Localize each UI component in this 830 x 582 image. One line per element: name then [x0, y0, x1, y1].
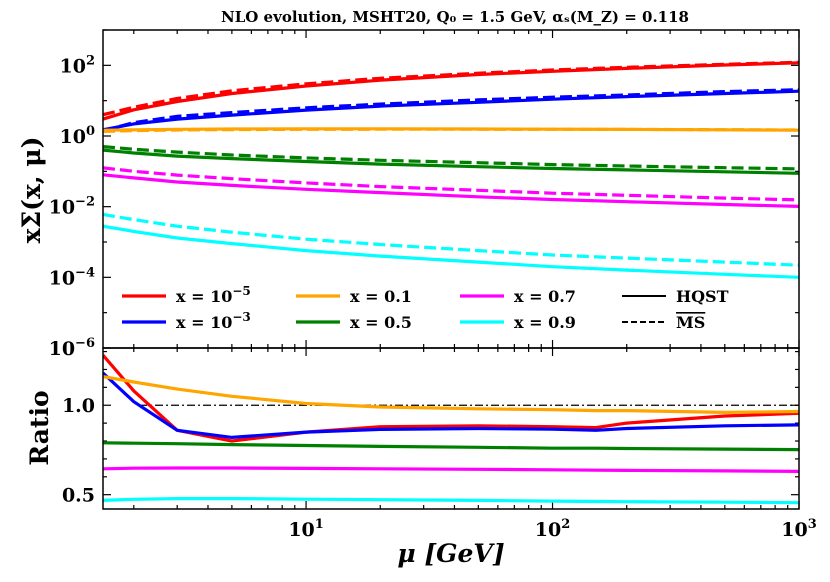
- legend: x = 10−5 x = 10−3 x = 0.1 x = 0.5 x = 0.7 x =…: [122, 284, 729, 332]
- legend-label: HQST: [676, 287, 729, 306]
- legend-label: x = 0.5: [350, 313, 412, 332]
- x-tick-label: 101: [288, 517, 324, 541]
- chart-title: NLO evolution, MSHT20, Q₀ = 1.5 GeV, αₛ(…: [221, 8, 689, 26]
- top-series-line-x-0-5-msbar: [103, 145, 799, 171]
- bottom-series-line-x-0-9: [103, 497, 799, 505]
- bottom-series-line-x-10-3: [103, 371, 799, 439]
- bottom-series-line-x-0-1: [103, 375, 799, 414]
- top-y-tick-label: 10−6: [49, 336, 95, 360]
- top-series-line-x-0-9-hqst: [103, 224, 799, 279]
- bottom-y-tick-labels: 0.5 1.0: [62, 395, 95, 506]
- legend-label: x = 0.1: [350, 287, 412, 306]
- top-series-line-x-10-3-hqst: [103, 89, 799, 132]
- bottom-y-axis-label: Ratio: [25, 390, 54, 465]
- top-series-line-x-10-5-hqst: [103, 61, 799, 121]
- top-y-tick-label: 102: [60, 53, 96, 77]
- x-tick-label: 103: [781, 517, 817, 541]
- legend-label: x = 0.9: [514, 313, 576, 332]
- top-series-line-x-0-7-hqst: [103, 173, 799, 208]
- top-series-line-x-10-5-msbar: [103, 60, 799, 117]
- top-series-line-x-0-9-msbar: [103, 212, 799, 267]
- top-series-line-x-0-7-msbar: [103, 166, 799, 202]
- legend-label: x = 10−5: [176, 284, 251, 306]
- top-series-line-x-0-1-msbar: [103, 127, 799, 133]
- top-y-tick-label: 10−2: [49, 195, 95, 219]
- bottom-y-tick-label: 0.5: [62, 485, 95, 507]
- bottom-panel-frame: [102, 347, 800, 510]
- top-y-tick-label: 100: [60, 124, 96, 148]
- legend-label: x = 10−3: [176, 310, 251, 332]
- bottom-series-line-x-0-5: [103, 441, 799, 452]
- x-axis-label: μ [GeV]: [397, 539, 504, 568]
- top-panel-series: [103, 60, 799, 279]
- x-tick-label: 102: [535, 517, 571, 541]
- x-tick-labels: 101 102 103: [288, 517, 816, 541]
- top-y-tick-labels: 10−6 10−4 10−2 100 102: [49, 53, 95, 360]
- bottom-series-line-x-0-7: [103, 466, 799, 473]
- bottom-y-tick-label: 1.0: [62, 395, 95, 417]
- legend-label: MS: [676, 313, 705, 332]
- top-y-axis-label: xΣ(x, μ): [17, 137, 46, 244]
- legend-label: x = 0.7: [514, 287, 576, 306]
- top-y-tick-label: 10−4: [49, 265, 95, 289]
- top-series-line-x-0-5-hqst: [103, 148, 799, 175]
- top-series-line-x-10-3-msbar: [103, 88, 799, 133]
- bottom-panel-series: [103, 354, 799, 505]
